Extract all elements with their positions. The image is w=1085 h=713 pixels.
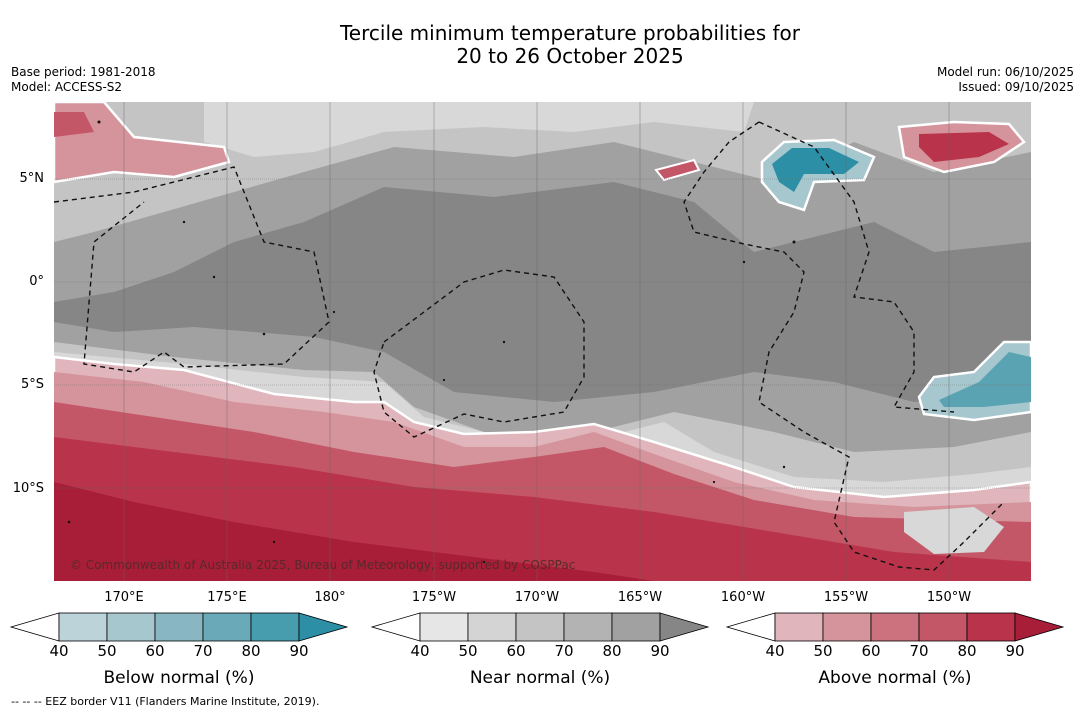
lat-label-0: 0°: [29, 274, 44, 289]
colorbar-upper-extension: [1014, 612, 1065, 642]
model-name: Model: ACCESS-S2: [11, 80, 123, 94]
colorbar-below-title: Below normal (%): [103, 668, 255, 688]
title-line-1: Tercile minimum temperature probabilitie…: [339, 21, 801, 45]
near-normal-pale-north: [204, 102, 754, 157]
copyright-notice: © Commonwealth of Australia 2025, Bureau…: [70, 558, 576, 572]
colorbar-lower-extension: [725, 612, 776, 642]
near-normal-pale-se: [904, 507, 1004, 554]
colorbar-upper-extension: [298, 612, 349, 642]
eez-borders: [54, 121, 1005, 571]
lon-label-175w: 175°W: [411, 590, 457, 605]
base-period: Base period: 1981-2018: [11, 65, 156, 79]
tick: 70: [909, 642, 929, 660]
lon-label-175e: 175°E: [207, 590, 247, 605]
colorbar-bin: [918, 612, 968, 642]
above-normal-small-patch: [654, 158, 701, 182]
colorbar-near-title: Near normal (%): [469, 668, 611, 688]
lon-label-165w: 165°W: [617, 590, 663, 605]
colorbar-bin: [154, 612, 204, 642]
above-normal-deep-south: [54, 482, 654, 581]
map-gridlines: [54, 102, 1031, 581]
colorbar-bin: [250, 612, 300, 642]
colorbar-below-swatches: [9, 612, 349, 642]
colorbar-bin: [870, 612, 920, 642]
tick: 40: [410, 642, 430, 660]
tick: 90: [650, 642, 670, 660]
colorbar-bin: [822, 612, 872, 642]
model-run: Model run: 06/10/2025: [936, 65, 1074, 79]
below-normal-east-core: [939, 352, 1031, 407]
islands: [67, 120, 796, 564]
below-normal-ne-core: [772, 148, 859, 192]
tick: 90: [289, 642, 309, 660]
colorbar-above-swatches: [725, 612, 1065, 642]
tick: 70: [193, 642, 213, 660]
tick: 50: [813, 642, 833, 660]
colorbar-upper-extension: [659, 612, 710, 642]
colorbar-bin: [563, 612, 613, 642]
tick: 80: [957, 642, 977, 660]
lon-label-170w: 170°W: [514, 590, 560, 605]
tick: 60: [861, 642, 881, 660]
lat-label-5n: 5°N: [19, 171, 45, 186]
colorbar-below-normal: 40 50 60 70 80 90 Below normal (%): [9, 612, 350, 688]
tick: 50: [97, 642, 117, 660]
eez-kiribati-line: [683, 121, 1005, 571]
map-title: Tercile minimum temperature probabilitie…: [0, 22, 1085, 68]
eez-kiribati-gilbert: [54, 166, 330, 373]
colorbar-bin: [106, 612, 156, 642]
colorbar-near-normal: 40 50 60 70 80 90 Near normal (%): [370, 612, 711, 688]
colorbar-bin: [467, 612, 517, 642]
eez-line-east: [758, 121, 955, 413]
lon-label-170e: 170°E: [104, 590, 144, 605]
tick: 50: [458, 642, 478, 660]
above-normal-nw-core: [54, 112, 94, 137]
colorbar-bin: [515, 612, 565, 642]
tick: 60: [506, 642, 526, 660]
colorbar-bin: [58, 612, 108, 642]
colorbar-above-title: Above normal (%): [818, 668, 972, 688]
tick: 90: [1005, 642, 1025, 660]
probability-map: [54, 102, 1031, 581]
colorbar-lower-extension: [370, 612, 421, 642]
colorbar-bin: [611, 612, 661, 642]
meta-left: Base period: 1981-2018 Model: ACCESS-S2: [11, 65, 156, 95]
tick: 80: [602, 642, 622, 660]
above-normal-ne-core: [919, 132, 1009, 162]
tick: 60: [145, 642, 165, 660]
lon-label-160w: 160°W: [720, 590, 766, 605]
lat-label-10s: 10°S: [12, 481, 44, 496]
tick: 40: [49, 642, 69, 660]
tick: 40: [765, 642, 785, 660]
tick: 70: [554, 642, 574, 660]
colorbar-bin: [202, 612, 252, 642]
colorbar-above-normal: 40 50 60 70 80 90 Above normal (%): [725, 612, 1066, 688]
tick: 80: [241, 642, 261, 660]
colorbar-bin: [419, 612, 469, 642]
eez-footnote: -- -- -- EEZ border V11 (Flanders Marine…: [11, 695, 320, 708]
colorbar-bin: [966, 612, 1016, 642]
title-line-2: 20 to 26 October 2025: [456, 44, 684, 68]
colorbar-lower-extension: [9, 612, 60, 642]
lat-label-5s: 5°S: [20, 377, 44, 392]
colorbar-near-swatches: [370, 612, 710, 642]
colorbar-bin: [774, 612, 824, 642]
issued-date: Issued: 09/10/2025: [958, 80, 1074, 94]
lon-label-180: 180°: [314, 590, 346, 605]
meta-right: Model run: 06/10/2025 Issued: 09/10/2025: [937, 65, 1074, 95]
lon-label-150w: 150°W: [926, 590, 972, 605]
lon-label-155w: 155°W: [823, 590, 869, 605]
